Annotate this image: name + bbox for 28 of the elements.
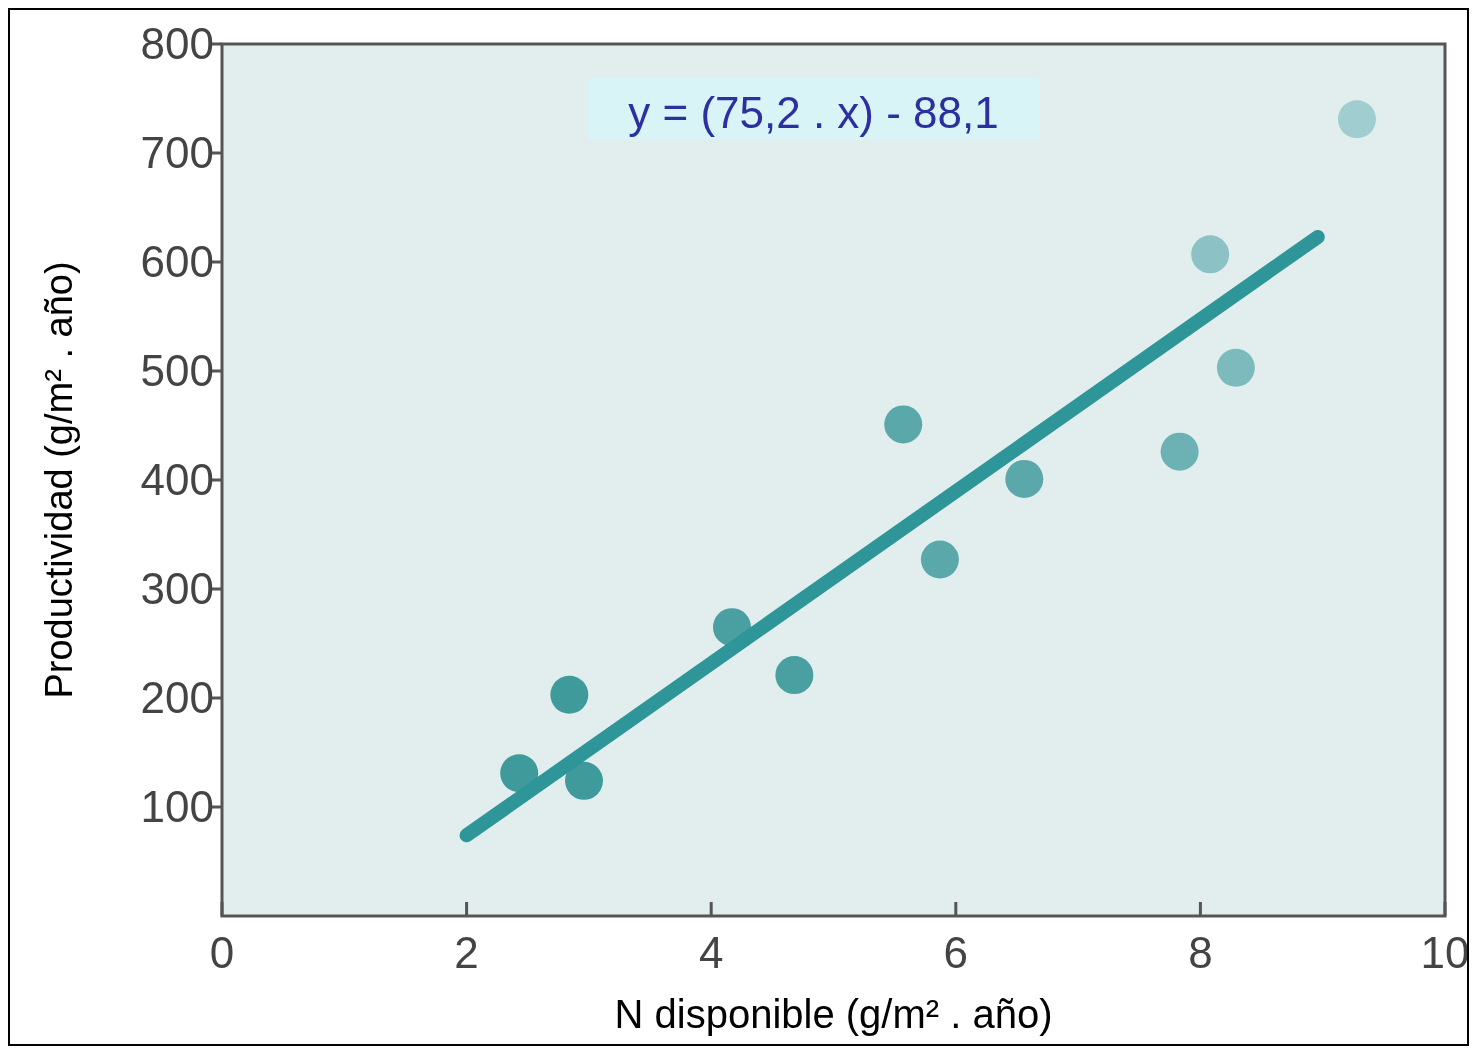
point xyxy=(550,675,589,714)
x-tick-label: 8 xyxy=(1188,928,1213,977)
y-tick-label: 200 xyxy=(140,673,214,722)
x-axis-title: N disponible (g/m² . año) xyxy=(614,992,1053,1036)
x-tick-label: 4 xyxy=(698,928,724,977)
point xyxy=(1005,459,1044,498)
x-tick-label: 6 xyxy=(943,928,969,977)
point xyxy=(1337,100,1376,139)
point xyxy=(565,761,604,800)
point xyxy=(884,405,923,444)
x-tick-label: 2 xyxy=(454,928,479,977)
y-tick-label: 100 xyxy=(140,782,214,831)
point xyxy=(775,656,814,695)
point xyxy=(1216,348,1255,387)
y-axis-title: Productividad (g/m² . año) xyxy=(38,261,80,699)
point xyxy=(1191,235,1230,274)
point xyxy=(1160,432,1199,471)
point xyxy=(500,754,539,793)
x-tick-label: 0 xyxy=(209,928,235,977)
y-tick-label: 400 xyxy=(140,455,214,504)
y-tick-label: 700 xyxy=(140,128,214,177)
point xyxy=(920,540,959,579)
y-tick-label: 800 xyxy=(140,19,214,68)
annotation: y = (75,2 . x) - 88,1 xyxy=(628,88,999,137)
y-tick-label: 300 xyxy=(140,564,214,613)
y-tick-label: 500 xyxy=(140,346,214,395)
x-tick-label: 10 xyxy=(1420,928,1470,977)
y-tick-label: 600 xyxy=(140,237,214,286)
